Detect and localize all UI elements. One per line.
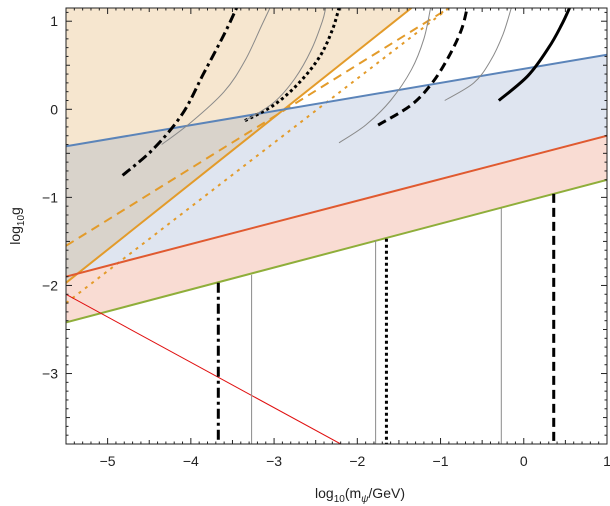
- blue-region: [66, 54, 607, 277]
- orange-region: [66, 8, 412, 147]
- shaded-regions: [66, 8, 607, 323]
- y-tick-label: 0: [50, 101, 58, 117]
- curve-gray: [161, 8, 271, 145]
- green-line: [66, 178, 607, 324]
- x-tick-label: −4: [183, 453, 199, 469]
- orange-solid-line: [66, 8, 413, 284]
- curve-dashdot: [121, 8, 238, 177]
- y-tick-label: −3: [42, 366, 58, 382]
- exclusion-curves: [66, 8, 607, 444]
- curve-dashed: [377, 8, 469, 127]
- orange-dashed-line: [66, 8, 450, 247]
- x-axis-label: log10(mψ/GeV): [315, 485, 405, 505]
- y-tick-label: −1: [42, 189, 58, 205]
- curve-gray: [244, 8, 327, 122]
- plot-frame: [65, 7, 608, 445]
- x-tick-label: 0: [520, 453, 528, 469]
- y-axis-label: log10g: [7, 207, 27, 245]
- y-tick-label: 1: [50, 13, 58, 29]
- x-tick-label: −2: [349, 453, 365, 469]
- curve-dotted: [244, 8, 341, 123]
- curve-gray: [338, 8, 432, 144]
- thin-red-line: [66, 293, 341, 444]
- red-line: [66, 134, 607, 278]
- curve-gray: [444, 8, 512, 101]
- x-tick-label: −3: [266, 453, 282, 469]
- x-tick-label: 1: [603, 453, 610, 469]
- orange-dotted-line: [66, 8, 450, 304]
- pink-region: [66, 135, 607, 323]
- blue-line: [66, 53, 607, 148]
- y-tick-label: −2: [42, 277, 58, 293]
- x-tick-label: −5: [100, 453, 116, 469]
- axes: −5 −4 −3 −2 −1 0 1 1 0 −1 −2 −3: [42, 8, 610, 469]
- x-tick-label: −1: [433, 453, 449, 469]
- curve-solid: [497, 8, 571, 102]
